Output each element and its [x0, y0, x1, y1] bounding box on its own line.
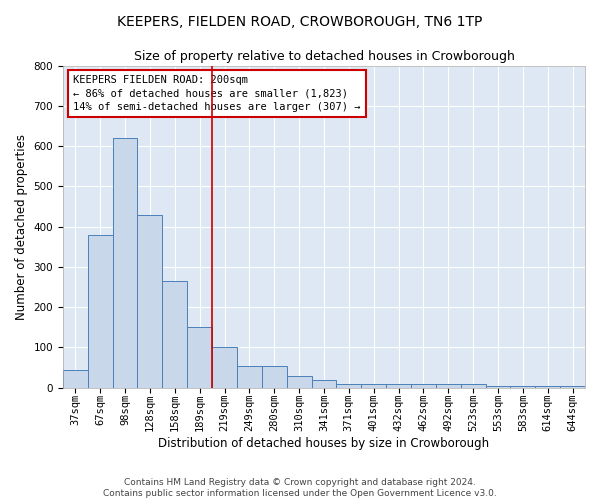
- Text: KEEPERS, FIELDEN ROAD, CROWBOROUGH, TN6 1TP: KEEPERS, FIELDEN ROAD, CROWBOROUGH, TN6 …: [118, 15, 482, 29]
- Bar: [436, 384, 461, 388]
- Bar: [137, 214, 163, 388]
- Bar: [88, 234, 113, 388]
- Bar: [311, 380, 337, 388]
- Bar: [560, 386, 585, 388]
- Bar: [361, 384, 386, 388]
- X-axis label: Distribution of detached houses by size in Crowborough: Distribution of detached houses by size …: [158, 437, 490, 450]
- Bar: [511, 386, 535, 388]
- Bar: [237, 366, 262, 388]
- Text: Contains HM Land Registry data © Crown copyright and database right 2024.
Contai: Contains HM Land Registry data © Crown c…: [103, 478, 497, 498]
- Bar: [287, 376, 311, 388]
- Bar: [337, 384, 361, 388]
- Bar: [212, 348, 237, 388]
- Bar: [163, 281, 187, 388]
- Bar: [262, 366, 287, 388]
- Bar: [535, 386, 560, 388]
- Bar: [461, 384, 485, 388]
- Bar: [113, 138, 137, 388]
- Bar: [386, 384, 411, 388]
- Bar: [485, 386, 511, 388]
- Bar: [187, 328, 212, 388]
- Bar: [63, 370, 88, 388]
- Y-axis label: Number of detached properties: Number of detached properties: [15, 134, 28, 320]
- Title: Size of property relative to detached houses in Crowborough: Size of property relative to detached ho…: [134, 50, 514, 63]
- Bar: [411, 384, 436, 388]
- Text: KEEPERS FIELDEN ROAD: 200sqm
← 86% of detached houses are smaller (1,823)
14% of: KEEPERS FIELDEN ROAD: 200sqm ← 86% of de…: [73, 75, 361, 112]
